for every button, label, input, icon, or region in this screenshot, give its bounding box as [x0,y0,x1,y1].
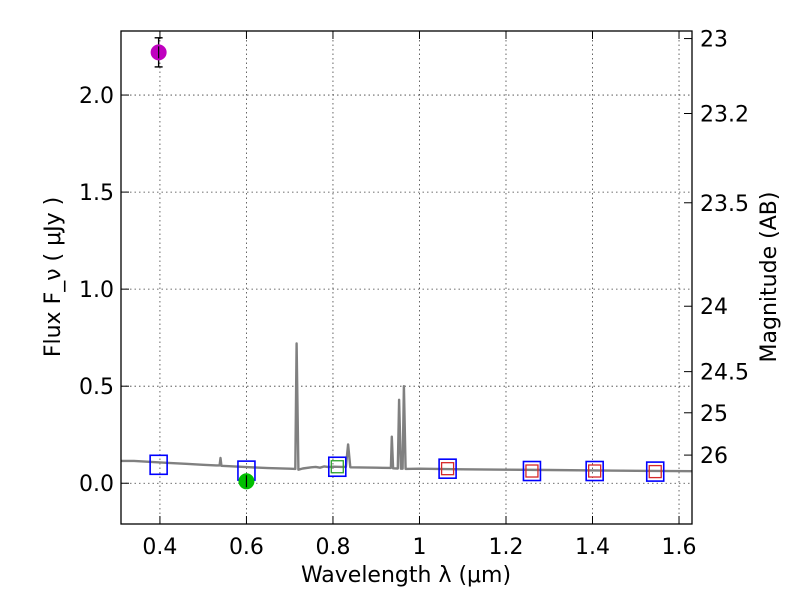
x-tick-label: 1 [412,535,426,560]
y-tick-label: 1.0 [79,278,114,303]
model-spectrum-line [121,342,693,473]
x-tick-label: 1.6 [662,535,697,560]
right-tick-label: 25 [700,402,728,427]
model-photometry-square [645,461,665,482]
x-tick-label: 0.8 [315,535,350,560]
right-tick-label: 24.5 [700,361,749,386]
right-tick-label: 24 [700,295,728,320]
grid [121,31,692,524]
x-tick-label: 0.4 [142,535,177,560]
plot-frame [120,30,693,525]
y-tick-label: 0.5 [79,375,114,400]
y-tick-label: 2.0 [79,84,114,109]
model-photometry-square [585,460,604,482]
y-axis-label-right: Magnitude (AB) [757,192,782,363]
markers [149,37,665,490]
x-tick-label: 0.6 [229,535,264,560]
y-axis-right: 23 23.2 23.5 24 24.5 25 26 [684,28,749,469]
filter-square [648,464,662,479]
x-tick-label: 1.4 [575,535,610,560]
y-axis-left: 0.0 0.5 1.0 1.5 2.0 [79,84,129,497]
y-tick-label: 0.0 [79,472,114,497]
x-axis: 0.4 0.6 0.8 1 1.2 1.4 1.6 [142,31,697,560]
model-photometry-square [327,456,347,478]
filter-square [588,464,602,478]
x-axis-label: Wavelength λ (μm) [301,563,511,588]
y-tick-label: 1.5 [79,181,114,206]
filter-square [330,460,344,474]
x-tick-label: 1.2 [488,535,523,560]
right-tick-label: 23.2 [700,102,749,127]
filter-square [440,462,455,476]
model-photometry-square [522,460,542,482]
model-photometry-square [149,454,168,476]
y-axis-label: Flux F_ν ( μJy ) [41,197,66,357]
right-tick-label: 23 [700,28,728,53]
filter-square [525,464,539,478]
right-tick-label: 26 [700,444,728,469]
model-photometry-square [438,458,457,479]
model-spectrum [121,342,693,473]
right-tick-label: 23.5 [700,192,749,217]
